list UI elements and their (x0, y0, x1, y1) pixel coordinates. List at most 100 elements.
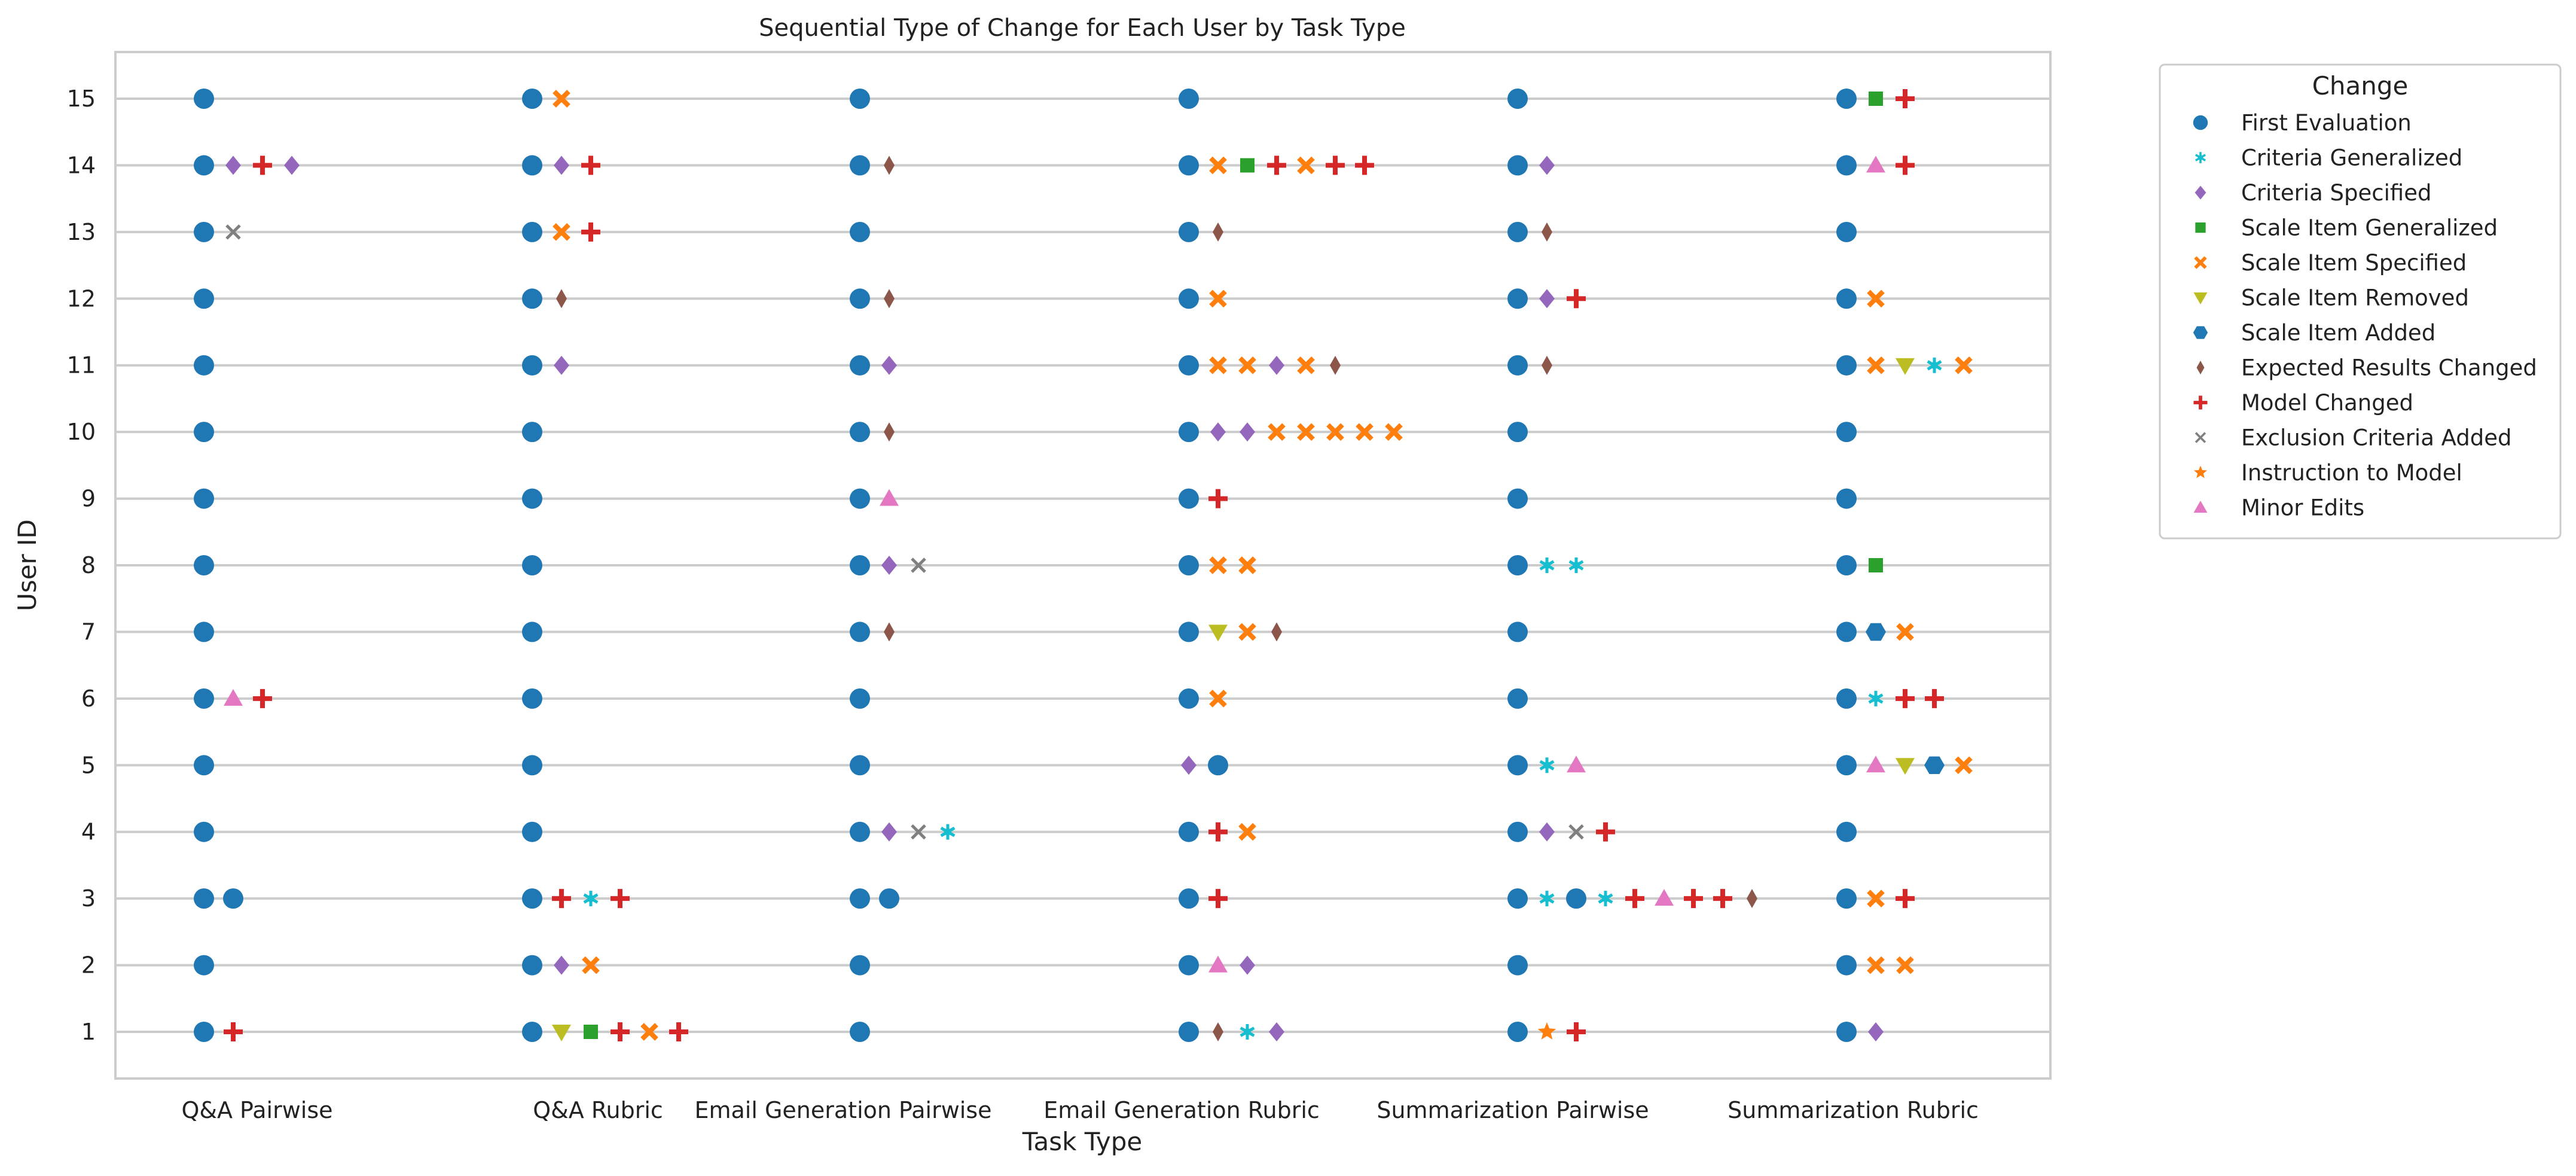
marker-summarization-rubric-user-6-2-criteria-generalized (1868, 690, 1884, 706)
marker-email-generation-rubric-user-7-1-first-evaluation (1179, 621, 1199, 642)
marker-summarization-pairwise-user-3-1-first-evaluation (1507, 888, 1528, 909)
marker-email-generation-pairwise-user-8-2-criteria-specified (881, 556, 897, 575)
marker-summarization-pairwise-user-3-9-expected-results-changed (1747, 889, 1757, 909)
marker-summarization-pairwise-user-3-6-minor-edits (1655, 889, 1674, 906)
legend-item-criteria-specified: Criteria Specified (2195, 180, 2431, 206)
legend-label-scale-item-added: Scale Item Added (2241, 320, 2435, 346)
marker-qanda-rubric-user-12-2-expected-results-changed (556, 289, 567, 309)
legend-marker-scale-item-specified (2194, 256, 2207, 269)
marker-summarization-rubric-user-11-3-scale-item-removed (1896, 358, 1915, 375)
legend-marker-scale-item-removed (2193, 292, 2208, 304)
marker-email-generation-pairwise-user-4-1-first-evaluation (850, 821, 870, 842)
marker-summarization-rubric-user-14-2-minor-edits (1866, 156, 1885, 173)
legend-item-minor-edits: Minor Edits (2193, 495, 2364, 521)
marker-summarization-rubric-user-12-1-first-evaluation (1836, 288, 1857, 309)
legend-item-scale-item-generalized: Scale Item Generalized (2195, 215, 2498, 241)
x-tick-label-email-generation-rubric: Email Generation Rubric (1043, 1097, 1320, 1123)
marker-summarization-rubric-user-7-1-first-evaluation (1836, 621, 1857, 642)
legend-title: Change (2312, 71, 2409, 100)
y-tick-label-9: 9 (81, 486, 96, 512)
legend-label-instruction-to-model: Instruction to Model (2241, 460, 2462, 486)
marker-summarization-pairwise-user-12-3-model-changed (1567, 289, 1586, 309)
marker-email-generation-rubric-user-12-2-scale-item-specified (1209, 290, 1227, 308)
marker-qanda-rubric-user-4-1-first-evaluation (522, 821, 542, 842)
marker-summarization-rubric-user-15-3-model-changed (1896, 89, 1915, 108)
marker-email-generation-rubric-user-5-1-criteria-specified (1181, 755, 1197, 775)
marker-email-generation-rubric-user-6-1-first-evaluation (1179, 688, 1199, 709)
marker-summarization-rubric-user-6-1-first-evaluation (1836, 688, 1857, 709)
x-tick-label-qanda-rubric: Q&A Rubric (533, 1097, 663, 1123)
marker-summarization-rubric-user-7-3-scale-item-specified (1896, 623, 1914, 641)
marker-qanda-rubric-user-3-1-first-evaluation (522, 888, 542, 909)
marker-summarization-rubric-user-11-2-scale-item-specified (1867, 356, 1885, 374)
marker-summarization-pairwise-user-13-1-first-evaluation (1507, 221, 1528, 242)
marker-summarization-pairwise-user-1-2-instruction-to-model (1537, 1022, 1556, 1040)
marker-summarization-rubric-user-9-1-first-evaluation (1836, 488, 1857, 509)
marker-email-generation-rubric-user-13-1-first-evaluation (1179, 221, 1199, 242)
marker-qanda-pairwise-user-2-1-first-evaluation (194, 955, 214, 976)
marker-email-generation-pairwise-user-2-1-first-evaluation (850, 955, 870, 976)
marker-summarization-rubric-user-5-5-scale-item-specified (1955, 756, 1973, 775)
marker-summarization-pairwise-user-6-1-first-evaluation (1507, 688, 1528, 709)
marker-qanda-pairwise-user-3-1-first-evaluation (194, 888, 214, 909)
marker-qanda-rubric-user-5-1-first-evaluation (522, 755, 542, 776)
legend-label-exclusion-criteria-added: Exclusion Criteria Added (2241, 425, 2512, 451)
marker-email-generation-rubric-user-4-3-scale-item-specified (1238, 822, 1256, 841)
marker-email-generation-pairwise-user-11-1-first-evaluation (850, 355, 870, 376)
marker-qanda-pairwise-user-7-1-first-evaluation (194, 621, 214, 642)
marker-summarization-pairwise-user-11-1-first-evaluation (1507, 355, 1528, 376)
marker-qanda-rubric-user-13-2-scale-item-specified (553, 223, 570, 241)
marker-qanda-pairwise-user-14-1-first-evaluation (194, 155, 214, 176)
marker-email-generation-rubric-user-11-3-scale-item-specified (1238, 356, 1256, 374)
x-tick-label-summarization-rubric: Summarization Rubric (1727, 1097, 1979, 1123)
legend-marker-expected-results-changed (2196, 361, 2205, 374)
legend-item-exclusion-criteria-added: Exclusion Criteria Added (2195, 425, 2512, 451)
legend-item-scale-item-specified: Scale Item Specified (2194, 250, 2467, 276)
x-tick-label-qanda-pairwise: Q&A Pairwise (181, 1097, 332, 1123)
legend-frame (2159, 63, 2562, 540)
marker-qanda-rubric-user-14-2-criteria-specified (554, 156, 569, 175)
marker-summarization-pairwise-user-1-3-model-changed (1567, 1022, 1586, 1041)
marker-email-generation-pairwise-user-1-1-first-evaluation (850, 1022, 870, 1042)
x-axis-ticks: Q&A Pairwise Q&A Rubric Email Generation P… (181, 1097, 1978, 1123)
marker-summarization-rubric-user-3-2-scale-item-specified (1867, 889, 1885, 907)
marker-qanda-pairwise-user-11-1-first-evaluation (194, 355, 214, 376)
marker-email-generation-rubric-user-14-5-scale-item-specified (1297, 156, 1315, 175)
marker-email-generation-rubric-user-14-2-scale-item-specified (1209, 156, 1227, 175)
legend-marker-exclusion-criteria-added (2195, 432, 2206, 443)
marker-qanda-pairwise-user-6-1-first-evaluation (194, 688, 214, 709)
legend-label-model-changed: Model Changed (2241, 390, 2413, 416)
marker-email-generation-rubric-user-6-2-scale-item-specified (1209, 690, 1227, 708)
marker-summarization-rubric-user-2-3-scale-item-specified (1896, 956, 1914, 974)
marker-summarization-rubric-user-5-1-first-evaluation (1836, 755, 1857, 776)
legend-label-scale-item-generalized: Scale Item Generalized (2241, 215, 2498, 241)
marker-qanda-pairwise-user-13-1-first-evaluation (194, 221, 214, 242)
marker-summarization-rubric-user-11-5-scale-item-specified (1955, 356, 1973, 374)
marker-email-generation-rubric-user-10-4-scale-item-specified (1268, 423, 1286, 441)
y-tick-label-5: 5 (81, 752, 96, 778)
marker-email-generation-pairwise-user-7-1-first-evaluation (850, 621, 870, 642)
marker-summarization-rubric-user-2-2-scale-item-specified (1867, 956, 1885, 974)
y-tick-label-7: 7 (81, 619, 96, 645)
legend-label-expected-results-changed: Expected Results Changed (2241, 355, 2537, 381)
marker-summarization-pairwise-user-3-8-model-changed (1713, 889, 1732, 909)
x-axis-label: Task Type (1022, 1127, 1142, 1156)
chart-title: Sequential Type of Change for Each User … (759, 14, 1406, 42)
marker-summarization-pairwise-user-3-7-model-changed (1684, 889, 1703, 909)
marker-summarization-rubric-user-5-4-scale-item-added (1924, 756, 1945, 774)
marker-qanda-rubric-user-1-2-scale-item-removed (552, 1025, 571, 1041)
marker-email-generation-rubric-user-14-6-model-changed (1326, 156, 1345, 175)
marker-summarization-rubric-user-5-2-minor-edits (1866, 755, 1885, 773)
marker-email-generation-rubric-user-11-1-first-evaluation (1179, 355, 1199, 376)
marker-email-generation-rubric-user-10-7-scale-item-specified (1356, 423, 1374, 441)
marker-email-generation-pairwise-user-4-3-exclusion-criteria-added (911, 824, 926, 840)
data-markers (194, 89, 1973, 1042)
marker-summarization-rubric-user-14-1-first-evaluation (1836, 155, 1857, 176)
legend: Change First Evaluation Criteria Generali… (2159, 63, 2562, 540)
legend-item-expected-results-changed: Expected Results Changed (2196, 355, 2537, 381)
marker-summarization-rubric-user-3-3-model-changed (1896, 889, 1915, 909)
marker-email-generation-rubric-user-14-1-first-evaluation (1179, 155, 1199, 176)
marker-qanda-rubric-user-2-3-scale-item-specified (582, 956, 600, 974)
marker-summarization-rubric-user-15-1-first-evaluation (1836, 89, 1857, 109)
marker-email-generation-rubric-user-3-1-first-evaluation (1179, 888, 1199, 909)
